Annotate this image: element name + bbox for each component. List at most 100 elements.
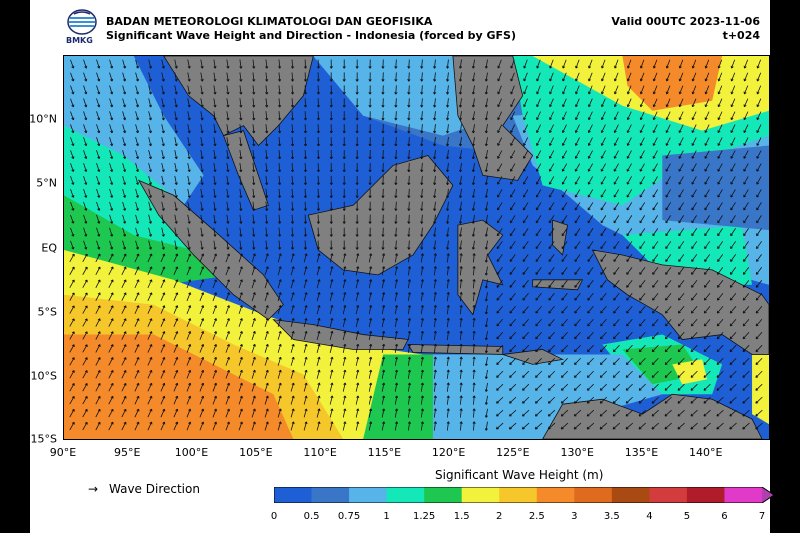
- wave-direction-arrow: [161, 85, 165, 95]
- wave-direction-arrow: [290, 85, 295, 95]
- wave-direction-arrow: [381, 279, 386, 289]
- wave-direction-arrow: [83, 214, 88, 224]
- wave-direction-arrow: [600, 228, 607, 237]
- wave-direction-arrow: [536, 150, 542, 159]
- wave-direction-arrow: [652, 254, 659, 262]
- wave-direction-arrow: [574, 318, 581, 327]
- wave-direction-arrow: [290, 395, 295, 405]
- wave-direction-arrow: [355, 395, 360, 405]
- wave-direction-arrow: [251, 343, 256, 353]
- wave-direction-arrow: [134, 266, 140, 276]
- wave-direction-arrow: [626, 279, 633, 288]
- wave-direction-arrow: [446, 266, 450, 276]
- wave-direction-arrow: [704, 111, 710, 121]
- wave-direction-arrow: [187, 214, 191, 224]
- wave-direction-arrow: [368, 162, 372, 173]
- wave-direction-arrow: [108, 395, 114, 405]
- wave-direction-arrow: [226, 227, 230, 237]
- wave-direction-arrow: [459, 304, 463, 315]
- new-guinea: [591, 249, 769, 355]
- wave-direction-arrow: [252, 227, 256, 237]
- wave-direction-arrow: [522, 215, 529, 224]
- wave-direction-arrow: [678, 72, 684, 82]
- wave-direction-arrow: [625, 396, 633, 404]
- wave-direction-arrow: [290, 305, 295, 315]
- wave-direction-arrow: [678, 241, 685, 250]
- wave-direction-arrow: [743, 59, 749, 69]
- wave-direction-arrow: [381, 266, 386, 276]
- wave-direction-arrow: [509, 305, 516, 314]
- logo-text: BMKG: [66, 36, 93, 45]
- wave-direction-arrow: [69, 253, 75, 263]
- wave-direction-arrow: [691, 163, 697, 172]
- wave-direction-arrow: [316, 292, 321, 302]
- wave-direction-arrow: [121, 318, 127, 327]
- wave-direction-arrow: [147, 266, 153, 276]
- wave-direction-arrow: [600, 254, 607, 262]
- wave-direction-arrow: [238, 318, 243, 327]
- wave-direction-arrow: [199, 421, 205, 431]
- wave-direction-arrow: [717, 228, 723, 237]
- wave-direction-arrow: [742, 279, 750, 288]
- wave-direction-arrow: [186, 369, 192, 379]
- wave-direction-arrow: [690, 305, 698, 314]
- wave-direction-arrow: [509, 228, 516, 237]
- wave-direction-arrow: [200, 124, 204, 134]
- wave-direction-arrow: [600, 98, 606, 108]
- wave-direction-arrow: [70, 227, 75, 237]
- wave-direction-arrow: [251, 266, 256, 276]
- wave-direction-arrow: [730, 215, 736, 224]
- wave-direction-arrow: [174, 98, 178, 108]
- wave-direction-arrow: [548, 215, 555, 224]
- wave-direction-arrow: [394, 111, 398, 121]
- wave-direction-arrow: [252, 175, 256, 186]
- wave-direction-arrow: [588, 98, 593, 108]
- wave-direction-arrow: [742, 344, 750, 353]
- wave-direction-arrow: [600, 124, 606, 134]
- wave-direction-arrow: [329, 305, 334, 315]
- wave-direction-arrow: [703, 396, 711, 404]
- wave-direction-arrow: [459, 382, 463, 392]
- wave-direction-arrow: [239, 98, 243, 108]
- wave-direction-arrow: [238, 369, 243, 379]
- wave-direction-arrow: [251, 382, 256, 392]
- wave-direction-arrow: [213, 240, 217, 250]
- wave-direction-arrow: [212, 369, 217, 379]
- wave-direction-arrow: [458, 201, 463, 211]
- wave-direction-arrow: [69, 395, 75, 405]
- wave-direction-arrow: [508, 422, 517, 430]
- wave-direction-arrow: [278, 240, 282, 250]
- wave-direction-arrow: [251, 305, 256, 315]
- wave-direction-arrow: [587, 254, 594, 262]
- wave-direction-arrow: [626, 215, 633, 224]
- wave-direction-arrow: [535, 357, 543, 365]
- wave-direction-arrow: [433, 124, 437, 134]
- wave-direction-arrow: [562, 111, 567, 121]
- wave-direction-arrow: [252, 72, 256, 82]
- wave-direction-arrow: [548, 383, 556, 391]
- wave-direction-arrow: [148, 227, 152, 237]
- wave-direction-arrow: [200, 111, 204, 121]
- product-title: Significant Wave Height and Direction - …: [106, 29, 517, 42]
- deep-pacific-east: [662, 145, 769, 231]
- wave-direction-arrow: [238, 343, 243, 353]
- wave-direction-arrow: [756, 85, 762, 95]
- wave-direction-arrow: [691, 202, 697, 211]
- wave-direction-arrow: [121, 344, 127, 353]
- wave-direction-arrow: [265, 149, 269, 160]
- wave-direction-arrow: [652, 305, 659, 314]
- wave-direction-arrow: [147, 369, 153, 379]
- wave-direction-arrow: [509, 331, 517, 340]
- wave-direction-arrow: [678, 111, 684, 121]
- wave-direction-arrow: [704, 150, 710, 159]
- wave-direction-arrow: [186, 382, 192, 392]
- wave-direction-arrow: [471, 59, 476, 69]
- wave-direction-arrow: [226, 85, 230, 95]
- wave-direction-arrow: [160, 382, 166, 392]
- wave-direction-arrow: [496, 228, 503, 237]
- wave-direction-arrow: [186, 266, 192, 276]
- wave-direction-arrow: [535, 202, 542, 211]
- wave-direction-arrow: [536, 137, 542, 146]
- wave-direction-arrow: [704, 215, 710, 224]
- wave-direction-arrow: [213, 227, 217, 237]
